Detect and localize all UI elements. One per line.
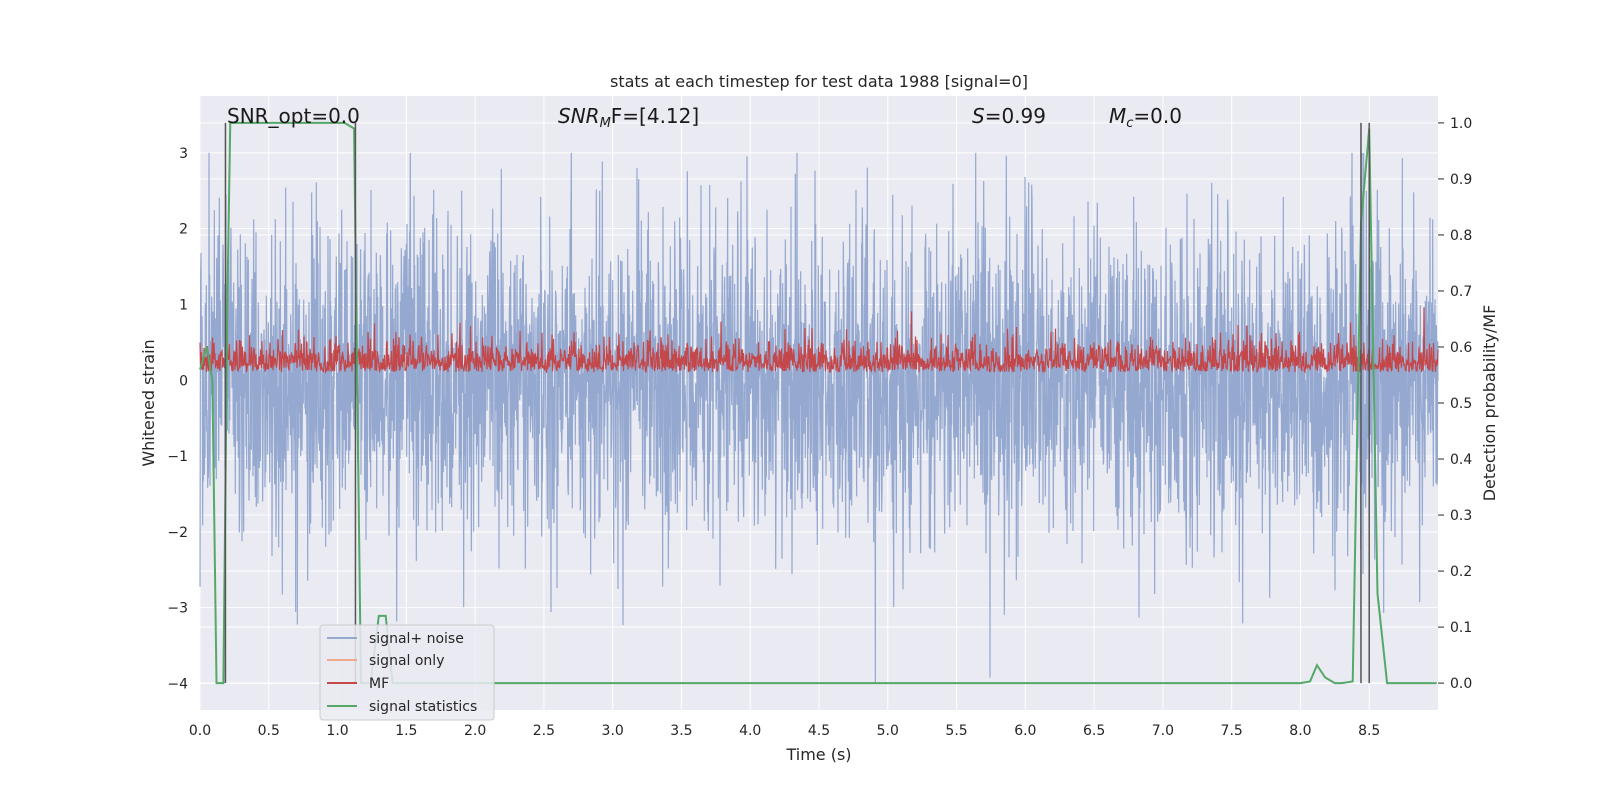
- y-right-tick-label-4: 0.6: [1450, 340, 1472, 356]
- y-left-tick-label-5: −2: [167, 525, 188, 541]
- y-right-tick-label-2: 0.8: [1450, 228, 1472, 244]
- series-mf: [199, 307, 1439, 375]
- y-right-tick-label-5: 0.5: [1450, 396, 1472, 412]
- legend-box: [319, 624, 495, 721]
- x-tick-label-4: 2.0: [464, 723, 486, 739]
- legend-label-signal-only: signal only: [369, 653, 444, 669]
- legend-label-mf: MF: [369, 676, 389, 692]
- x-axis-label: Time (s): [785, 745, 851, 764]
- y-left-tick-label-4: −1: [167, 449, 188, 465]
- x-tick-label-16: 8.0: [1289, 723, 1311, 739]
- x-tick-label-14: 7.0: [1152, 723, 1174, 739]
- y-right-tick-label-10: 0.0: [1450, 676, 1472, 692]
- x-tick-label-5: 2.5: [533, 723, 555, 739]
- x-tick-label-17: 8.5: [1358, 723, 1380, 739]
- y-right-tick-label-7: 0.3: [1450, 508, 1472, 524]
- y-right-tick-label-6: 0.4: [1450, 452, 1472, 468]
- x-tick-label-10: 5.0: [877, 723, 899, 739]
- x-tick-label-11: 5.5: [945, 723, 967, 739]
- y-left-tick-label-3: 0: [179, 373, 188, 389]
- x-tick-label-2: 1.0: [326, 723, 348, 739]
- y-left-tick-label-7: −4: [167, 676, 188, 692]
- y-left-tick-label-0: 3: [179, 146, 188, 162]
- x-tick-label-15: 7.5: [1221, 723, 1243, 739]
- annotation-mc: Mc=0.0: [1109, 104, 1182, 131]
- x-tick-label-8: 4.0: [739, 723, 761, 739]
- y-left-tick-label-1: 2: [179, 222, 188, 238]
- y-axis-left-ticks: 3 2 1 0 −1 −2 −3 −4: [167, 146, 188, 693]
- x-tick-label-6: 3.0: [602, 723, 624, 739]
- x-tick-label-1: 0.5: [258, 723, 280, 739]
- annotation-s: S=0.99: [972, 104, 1046, 128]
- y-right-tick-label-8: 0.2: [1450, 564, 1472, 580]
- x-tick-label-0: 0.0: [189, 723, 211, 739]
- vertical-markers: [224, 122, 1370, 684]
- y-right-tick-label-1: 0.9: [1450, 172, 1472, 188]
- y-right-tick-label-3: 0.7: [1450, 284, 1472, 300]
- y-axis-left-label: Whitened strain: [139, 339, 158, 466]
- chart-title: stats at each timestep for test data 198…: [610, 72, 1028, 91]
- y-axis-right-ticks: 1.0 0.9 0.8 0.7 0.6 0.5 0.4 0.3 0.2 0.1 0.0: [1438, 116, 1472, 692]
- y-right-tick-label-0: 1.0: [1450, 116, 1472, 132]
- legend-label-signal-noise: signal+ noise: [369, 631, 464, 647]
- x-axis-ticks: 0.0 0.5 1.0 1.5 2.0 2.5 3.0 3.5 4.0 4.5 5.0 5.5 6.0 6…: [189, 723, 1380, 739]
- x-tick-label-9: 4.5: [808, 723, 830, 739]
- x-tick-label-7: 3.5: [670, 723, 692, 739]
- y-axis-right-label: Detection probability/MF: [1480, 305, 1499, 502]
- y-left-tick-label-2: 1: [179, 297, 188, 313]
- annotation-snr-mf: SNRMF=[4.12]: [558, 104, 699, 131]
- x-tick-label-3: 1.5: [395, 723, 417, 739]
- line-mf: [199, 307, 1439, 375]
- y-right-tick-label-9: 0.1: [1450, 620, 1472, 636]
- x-tick-label-12: 6.0: [1014, 723, 1036, 739]
- annotation-snr-opt: SNR_opt=0.0: [227, 104, 360, 128]
- x-tick-label-13: 6.5: [1083, 723, 1105, 739]
- legend: signal+ noise signal only MF signal stat…: [319, 624, 495, 721]
- legend-label-signal-statistics: signal statistics: [369, 699, 477, 715]
- y-left-tick-label-6: −3: [167, 601, 188, 617]
